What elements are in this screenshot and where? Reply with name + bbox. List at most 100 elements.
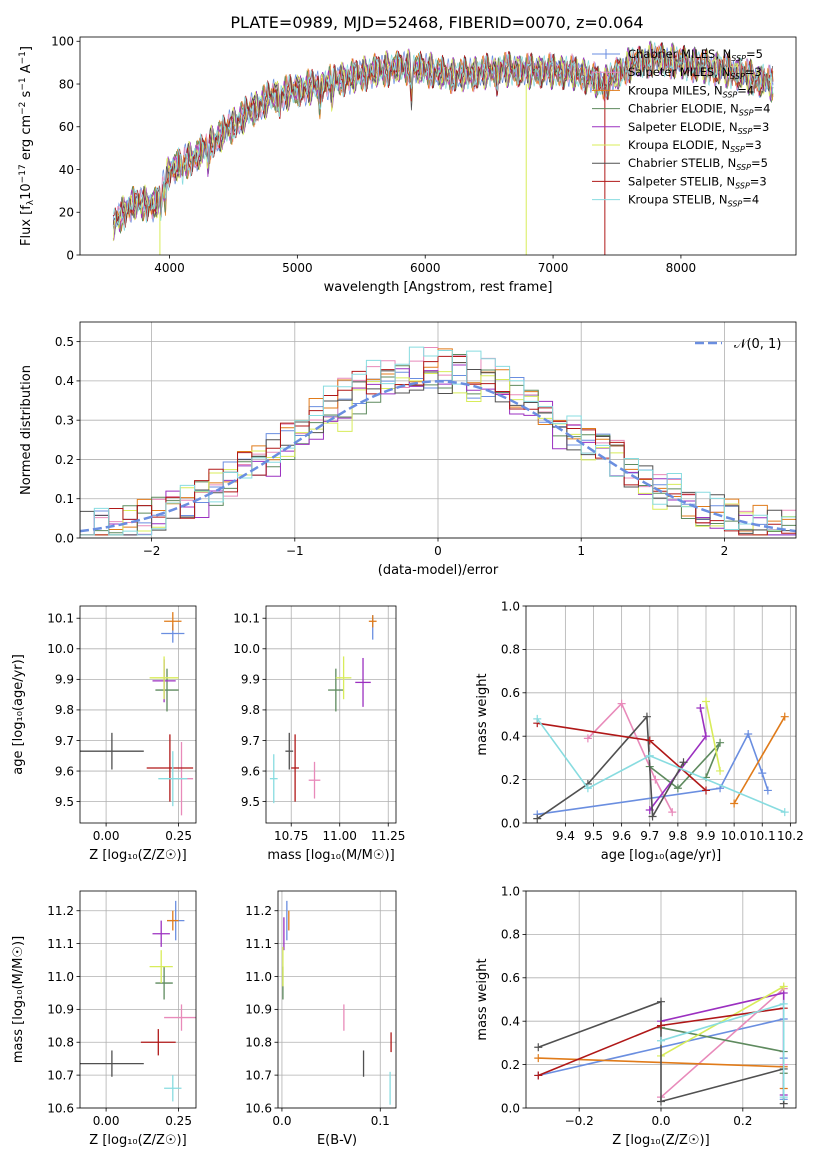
y-tick-label: 9.8 xyxy=(55,703,74,717)
histogram-series-9 xyxy=(80,346,796,538)
y-label-part: −17 xyxy=(18,164,28,183)
y-tick-label: 9.6 xyxy=(55,764,74,778)
x-axis-label: Z [log₁₀(Z/Z☉)] xyxy=(89,848,186,863)
x-tick-label: 5000 xyxy=(282,261,313,275)
spectrum-line-kroupa-stelib xyxy=(112,42,774,231)
panel-age_vs_Z: 0.00 0.25 9.5 9.6 9.7 9.8 9.9 10.0 10.1 Z [log₁₀(… xyxy=(11,605,197,863)
y-tick-label: 9.5 xyxy=(241,795,260,809)
errorbar-point-6 xyxy=(149,950,173,984)
x-tick-label: 10.1 xyxy=(749,829,776,843)
marker xyxy=(657,1036,665,1045)
y-tick-label: 1.0 xyxy=(501,599,520,613)
x-tick-label: 1 xyxy=(577,544,585,558)
y-tick-label: 1.0 xyxy=(501,884,520,898)
y-tick-label: 0.6 xyxy=(501,971,520,985)
y-tick-label: 0.2 xyxy=(501,773,520,787)
y-label-part: −1 xyxy=(18,77,28,90)
marker xyxy=(583,784,592,793)
marker xyxy=(668,808,677,817)
figure-title: PLATE=0989, MJD=52468, FIBERID=0070, z=0… xyxy=(230,13,643,32)
x-tick-label: 11.25 xyxy=(371,829,405,843)
marker xyxy=(702,732,710,741)
y-tick-label: 100 xyxy=(51,35,74,49)
errorbar-point-8 xyxy=(146,734,194,802)
y-tick-label: 11.2 xyxy=(47,904,74,918)
marker xyxy=(657,1021,665,1030)
y-tick-label: 9.9 xyxy=(55,673,74,687)
axes-frame xyxy=(277,890,397,1109)
y-label-part: ] xyxy=(19,46,34,51)
x-tick-label: 0.0 xyxy=(272,1114,291,1128)
x-tick-label: 6000 xyxy=(410,261,441,275)
legend-entry: Salpeter STELIB, NSSP=3 xyxy=(628,174,767,190)
y-tick-label: 9.6 xyxy=(241,764,260,778)
x-tick-label: 10.0 xyxy=(721,829,748,843)
marker xyxy=(758,769,767,778)
y-label-part: −1 xyxy=(18,51,28,64)
axes-frame xyxy=(79,321,797,539)
y-label-part: −2 xyxy=(18,102,28,115)
mass-weight-series-7 xyxy=(533,712,688,823)
marker xyxy=(583,734,592,743)
x-tick-label: 0.00 xyxy=(93,829,120,843)
x-tick-label: −1 xyxy=(286,544,304,558)
x-tick-label: 9.9 xyxy=(696,829,715,843)
x-tick-label: 11.00 xyxy=(323,829,357,843)
y-tick-label: 10.1 xyxy=(47,612,74,626)
y-tick-label: 40 xyxy=(59,163,74,177)
plot-area-age_vs_Z xyxy=(80,612,194,816)
plot-area-spectrum xyxy=(112,40,774,255)
marker xyxy=(730,799,739,808)
marker xyxy=(648,812,657,821)
y-tick-label: 9.9 xyxy=(241,673,260,687)
y-label-part: s xyxy=(19,90,34,101)
errorbar-point-8 xyxy=(291,734,299,802)
axes-frame xyxy=(265,605,397,824)
legend-entry: Kroupa MILES, NSSP=4 xyxy=(628,83,754,99)
x-axis-label: mass [log₁₀(M/M☉)] xyxy=(267,848,394,863)
marker xyxy=(657,1097,665,1106)
marker xyxy=(702,697,710,706)
errorbar-point-9 xyxy=(269,754,278,804)
x-tick-label: 0.00 xyxy=(93,1114,120,1128)
panel-spectrum: 4000 5000 6000 7000 8000 0 20 40 60 80 100 waveleng… xyxy=(18,35,797,295)
y-tick-label: 9.5 xyxy=(55,795,74,809)
errorbar-point-4 xyxy=(155,668,179,712)
y-tick-label: 10.1 xyxy=(233,612,260,626)
panels: 4000 5000 6000 7000 8000020406080100waveleng… xyxy=(11,35,804,1148)
plot-area-mw_vs_age xyxy=(533,697,789,823)
errorbar-point-7 xyxy=(80,1050,144,1077)
errorbar-point-3 xyxy=(164,612,182,631)
axes-frame xyxy=(525,605,797,824)
x-tick-label: 0.0 xyxy=(651,1114,670,1128)
plot-area-age_vs_mass xyxy=(269,615,377,804)
y-tick-label: 0.5 xyxy=(55,335,74,349)
y-tick-label: 0.1 xyxy=(55,492,74,506)
y-tick-label: 0.4 xyxy=(501,1015,520,1029)
marker xyxy=(679,758,688,767)
y-tick-label: 20 xyxy=(59,206,74,220)
x-axis-label: age [log₁₀(age/yr)] xyxy=(601,848,722,863)
y-label-part: Flux [f xyxy=(19,205,34,246)
x-tick-label: 9.6 xyxy=(612,829,631,843)
mass-weight-series-4 xyxy=(657,1023,788,1078)
marker xyxy=(534,1043,543,1052)
marker xyxy=(533,714,542,723)
y-label-part: 10 xyxy=(19,183,34,200)
y-tick-label: 11.2 xyxy=(245,904,272,918)
normal-curve xyxy=(80,380,796,533)
legend-entry: 𝒩(0, 1) xyxy=(734,337,781,352)
plot-area-residuals xyxy=(80,346,796,538)
y-tick-label: 11.1 xyxy=(245,937,272,951)
axes-frame xyxy=(79,36,797,256)
marker xyxy=(673,784,682,793)
y-tick-label: 9.8 xyxy=(241,703,260,717)
marker xyxy=(780,808,789,817)
y-tick-label: 10.9 xyxy=(245,1003,272,1017)
errorbar-point-7 xyxy=(285,732,294,770)
x-tick-label: 0.25 xyxy=(165,1114,192,1128)
y-tick-label: 0.8 xyxy=(501,928,520,942)
y-tick-label: 0.8 xyxy=(501,643,520,657)
axes-frame xyxy=(79,605,197,824)
y-tick-label: 10.7 xyxy=(47,1068,74,1082)
